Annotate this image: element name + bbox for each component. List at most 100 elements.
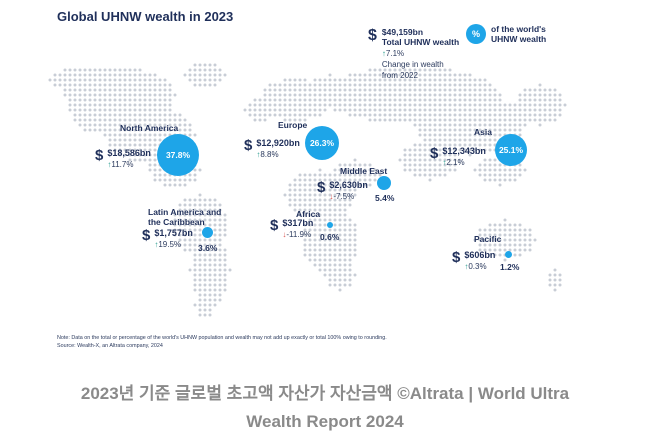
map-dot — [293, 83, 297, 87]
map-dot — [398, 83, 402, 87]
map-dot — [348, 173, 352, 177]
map-dot — [443, 73, 447, 77]
map-dot — [198, 198, 202, 202]
map-dot — [363, 168, 367, 172]
map-dot — [313, 243, 317, 247]
map-dot — [328, 258, 332, 262]
map-dot — [208, 218, 212, 222]
map-dot — [493, 98, 497, 102]
map-dot — [343, 238, 347, 242]
map-dot — [278, 88, 282, 92]
map-dot — [333, 258, 337, 262]
map-dot — [478, 103, 482, 107]
map-dot — [153, 163, 157, 167]
map-dot — [218, 288, 222, 292]
map-dot — [303, 253, 307, 257]
map-dot — [463, 148, 467, 152]
map-dot — [78, 88, 82, 92]
map-dot — [343, 248, 347, 252]
map-dot — [528, 233, 532, 237]
map-dot — [523, 168, 527, 172]
map-dot — [308, 198, 312, 202]
map-dot — [323, 268, 327, 272]
map-dot — [503, 178, 507, 182]
map-dot — [258, 113, 262, 117]
map-dot — [213, 298, 217, 302]
map-dot — [58, 73, 62, 77]
map-dot — [213, 203, 217, 207]
map-dot — [248, 108, 252, 112]
map-dot — [308, 103, 312, 107]
map-dot — [378, 88, 382, 92]
map-dot — [163, 103, 167, 107]
map-dot — [458, 133, 462, 137]
map-dot — [343, 253, 347, 257]
map-dot — [358, 88, 362, 92]
map-dot — [373, 83, 377, 87]
map-dot — [308, 258, 312, 262]
map-dot — [223, 223, 227, 227]
map-dot — [538, 83, 542, 87]
map-dot — [468, 113, 472, 117]
map-dot — [408, 98, 412, 102]
map-dot — [203, 63, 207, 67]
map-dot — [303, 248, 307, 252]
map-dot — [503, 173, 507, 177]
map-dot — [483, 148, 487, 152]
map-dot — [288, 98, 292, 102]
map-dot — [198, 308, 202, 312]
map-dot — [88, 68, 92, 72]
map-dot — [98, 123, 102, 127]
map-dot — [333, 198, 337, 202]
map-dot — [318, 208, 322, 212]
map-dot — [208, 313, 212, 317]
map-dot — [308, 113, 312, 117]
map-dot — [103, 103, 107, 107]
map-dot — [503, 238, 507, 242]
map-dot — [133, 73, 137, 77]
map-dot — [333, 268, 337, 272]
map-dot — [453, 108, 457, 112]
map-dot — [413, 83, 417, 87]
map-dot — [333, 203, 337, 207]
map-dot — [418, 103, 422, 107]
map-dot — [93, 113, 97, 117]
map-dot — [363, 78, 367, 82]
map-dot — [133, 128, 137, 132]
map-dot — [458, 103, 462, 107]
map-dot — [138, 78, 142, 82]
map-dot — [333, 178, 337, 182]
map-dot — [113, 68, 117, 72]
map-dot — [333, 263, 337, 267]
map-dot — [363, 108, 367, 112]
region-change: ↑0.3% — [464, 262, 495, 272]
map-dot — [423, 113, 427, 117]
map-dot — [493, 123, 497, 127]
map-dot — [498, 173, 502, 177]
map-dot — [123, 93, 127, 97]
region-name-latin-america-and: Latin America and the Caribbean — [148, 207, 221, 227]
map-dot — [483, 168, 487, 172]
map-dot — [478, 233, 482, 237]
map-dot — [218, 263, 222, 267]
map-dot — [433, 123, 437, 127]
map-dot — [343, 173, 347, 177]
map-dot — [438, 93, 442, 97]
map-dot — [293, 208, 297, 212]
map-dot — [338, 98, 342, 102]
map-dot — [173, 183, 177, 187]
region-wealth: $12,343bn — [442, 146, 486, 156]
map-dot — [358, 78, 362, 82]
map-dot — [83, 88, 87, 92]
map-dot — [313, 238, 317, 242]
map-dot — [183, 233, 187, 237]
map-dot — [303, 98, 307, 102]
map-dot — [328, 73, 332, 77]
map-dot — [208, 83, 212, 87]
map-dot — [348, 278, 352, 282]
map-dot — [338, 213, 342, 217]
map-dot — [463, 143, 467, 147]
map-dot — [348, 188, 352, 192]
map-dot — [473, 93, 477, 97]
map-dot — [198, 293, 202, 297]
